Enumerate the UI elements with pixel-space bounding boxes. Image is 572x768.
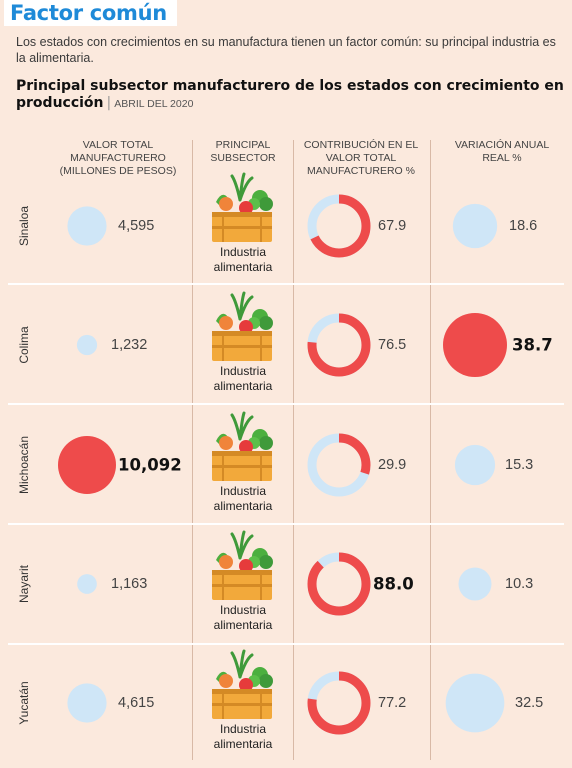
variacion-label: 15.3 [505, 457, 534, 473]
column-divider [192, 140, 193, 760]
contribucion-arc [307, 433, 371, 497]
valor-total-bubble [67, 206, 107, 246]
vegetable-crate-icon [212, 291, 273, 361]
title-banner: Factor común [4, 0, 177, 26]
valor-total-bubble [77, 574, 97, 594]
valor-total-bubble [58, 436, 116, 494]
contribucion-label: 88.0 [373, 574, 414, 594]
variacion-bubble [454, 444, 496, 486]
col-header-variacion: Variación anual real % [454, 139, 550, 164]
chart-subtitle: Principal subsector manufacturero de los… [16, 78, 564, 113]
contribucion-label: 76.5 [378, 337, 407, 353]
variacion-label: 32.5 [515, 695, 544, 711]
valor-total-bubble [67, 683, 107, 723]
column-divider [430, 140, 431, 760]
col-header-subsector: Principal subsector [210, 139, 276, 164]
contribucion-label: 77.2 [378, 695, 407, 711]
variacion-bubble [452, 203, 498, 249]
vegetable-crate-icon [212, 649, 273, 719]
contribucion-label: 29.9 [378, 457, 407, 473]
vegetable-crate-icon [212, 530, 273, 600]
valor-total-label: 4,595 [118, 218, 155, 234]
contribucion-arc [307, 313, 371, 377]
contribucion-arc [307, 194, 371, 258]
subsector-label: Industria alimentaria [213, 484, 273, 513]
subsector-label: Industria alimentaria [213, 722, 273, 751]
valor-total-label: 4,615 [118, 695, 155, 711]
contribucion-label: 67.9 [378, 218, 407, 234]
subtitle-text: Principal subsector manufacturero de los… [16, 78, 564, 111]
variacion-label: 38.7 [512, 335, 553, 355]
contribucion-arc [307, 552, 371, 616]
subsector-label: Industria alimentaria [213, 364, 273, 393]
valor-total-label: 1,232 [111, 337, 148, 353]
vegetable-crate-icon [212, 172, 273, 242]
subtitle-date: ABRIL DEL 2020 [114, 98, 194, 110]
variacion-bubble [443, 313, 507, 377]
subtitle-separator: | [106, 95, 112, 111]
intro-text: Los estados con crecimientos en su manuf… [16, 35, 556, 65]
contribucion-arc [307, 671, 371, 735]
col-header-valor-total: Valor total manufacturero (millones de p… [59, 139, 177, 177]
row-divider [8, 643, 564, 645]
row-divider [8, 403, 564, 405]
subsector-label: Industria alimentaria [213, 245, 273, 274]
variacion-bubble [445, 673, 505, 733]
vegetable-crate-icon [212, 411, 273, 481]
valor-total-label: 10,092 [118, 455, 182, 475]
variacion-label: 18.6 [509, 218, 538, 234]
variacion-label: 10.3 [505, 576, 534, 592]
col-header-contribucion: Contribución en el valor total manufactu… [303, 139, 419, 177]
page-title: Factor común [10, 1, 167, 25]
subsector-label: Industria alimentaria [213, 603, 273, 632]
variacion-bubble [458, 567, 492, 601]
valor-total-label: 1,163 [111, 576, 148, 592]
valor-total-bubble [76, 334, 98, 356]
row-divider [8, 523, 564, 525]
column-divider [293, 140, 294, 760]
row-divider [8, 283, 564, 285]
